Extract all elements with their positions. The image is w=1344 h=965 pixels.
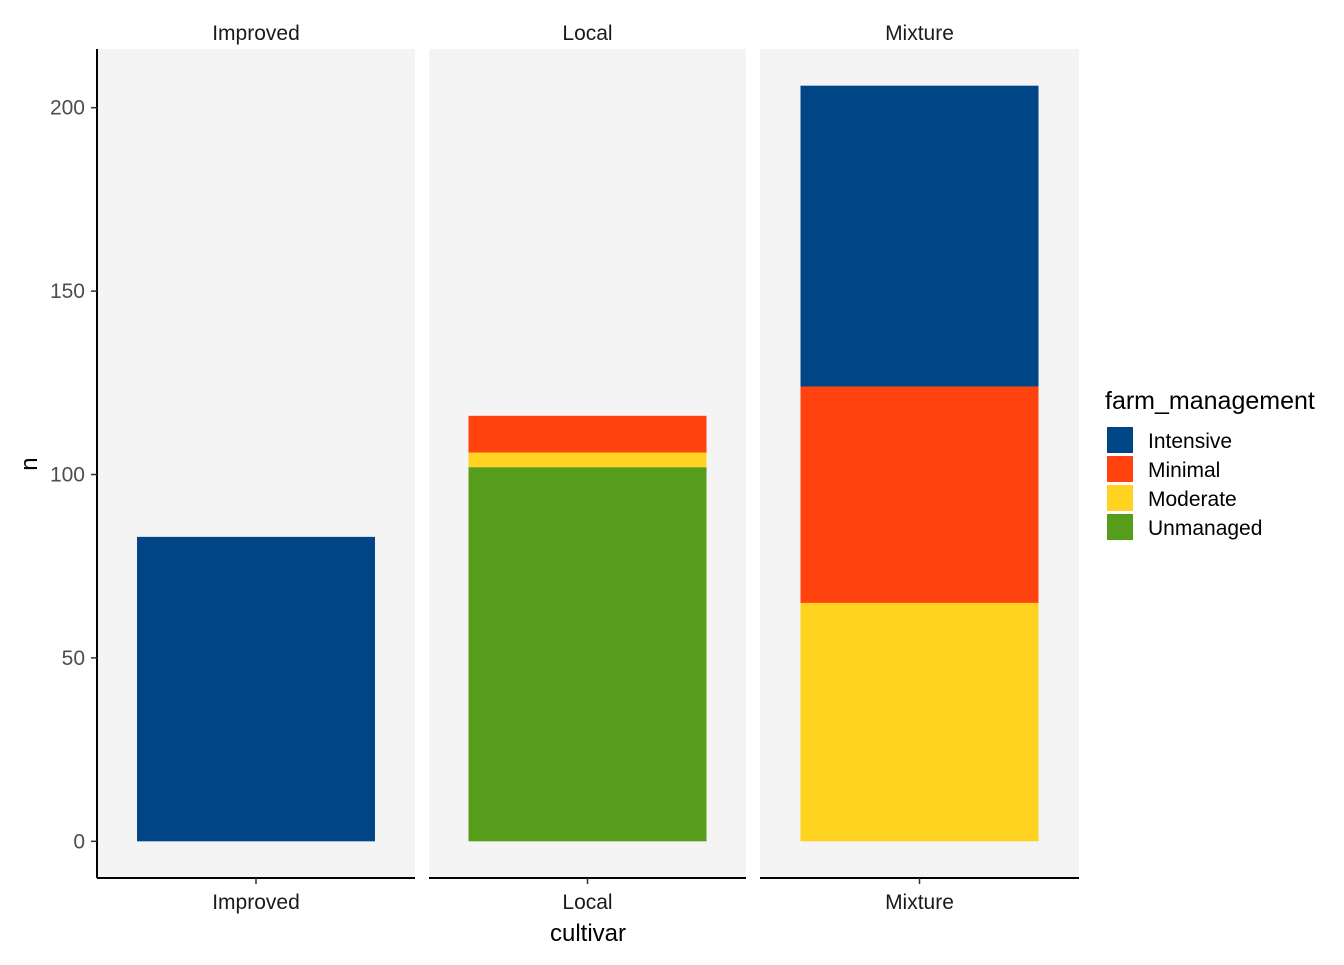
y-tick-label: 0 <box>73 830 85 853</box>
legend-label: Intensive <box>1148 430 1232 453</box>
legend-key-unmanaged <box>1107 514 1133 540</box>
legend-key-minimal <box>1107 456 1133 482</box>
y-axis-title: n <box>16 457 43 470</box>
legend-key-intensive <box>1107 427 1133 453</box>
x-tick-label: Mixture <box>885 891 954 914</box>
bar-segment-mixture-minimal <box>800 386 1039 603</box>
x-axis-title: cultivar <box>550 920 626 947</box>
facet-strip-label: Improved <box>212 22 300 45</box>
legend-label: Minimal <box>1148 459 1220 482</box>
legend-title: farm_management <box>1105 387 1315 415</box>
bar-segment-mixture-moderate <box>800 602 1039 842</box>
bar-segment-mixture-intensive <box>800 85 1039 387</box>
legend-key-moderate <box>1107 485 1133 511</box>
y-tick-label: 200 <box>50 97 85 120</box>
y-tick-label: 150 <box>50 280 85 303</box>
legend-label: Moderate <box>1148 488 1237 511</box>
x-tick-label: Local <box>562 891 612 914</box>
facet-strip-label: Local <box>562 22 612 45</box>
legend-label: Unmanaged <box>1148 517 1262 540</box>
y-tick-label: 50 <box>62 647 85 670</box>
bar-segment-improved-intensive <box>137 536 375 842</box>
bar-segment-local-moderate <box>468 452 707 468</box>
y-tick-label: 100 <box>50 464 85 487</box>
bar-segment-local-minimal <box>468 415 707 453</box>
bar-segment-local-unmanaged <box>468 467 707 842</box>
x-tick-label: Improved <box>212 891 300 914</box>
facet-strip-label: Mixture <box>885 22 954 45</box>
